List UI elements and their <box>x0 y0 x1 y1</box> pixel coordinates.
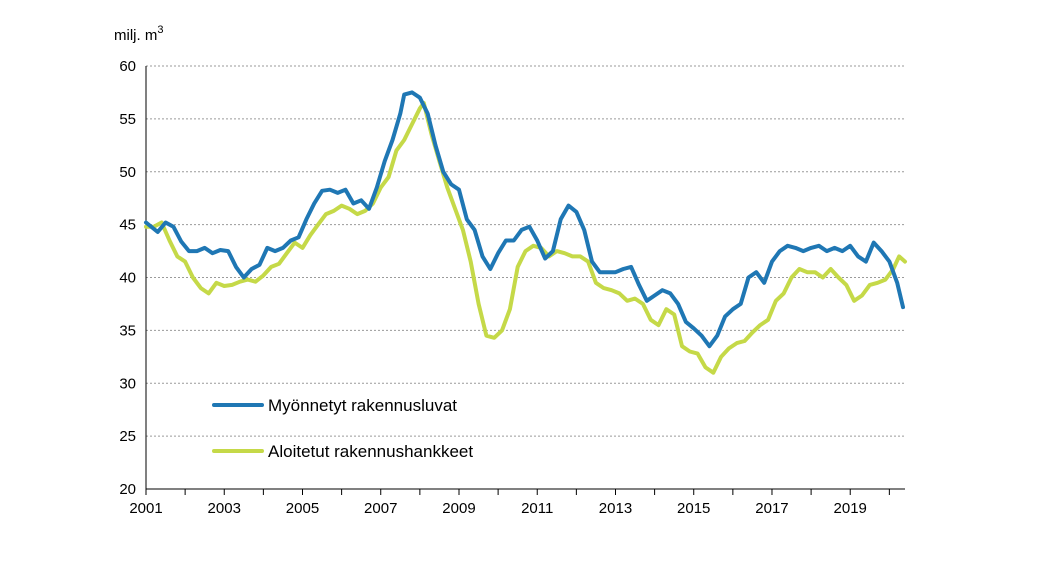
gridlines <box>146 65 905 437</box>
x-tick-label-2019: 2019 <box>834 500 867 517</box>
unit-label-superscript: 3 <box>157 24 163 36</box>
x-tick-label-2007: 2007 <box>364 500 397 517</box>
y-tick-label-25: 25 <box>119 428 136 445</box>
unit-label-main: milj. m <box>114 27 157 44</box>
series-line-myonnetyt-rakennusluvat <box>144 90 905 349</box>
x-tick-label-2017: 2017 <box>755 500 788 517</box>
x-tick-label-2003: 2003 <box>208 500 241 517</box>
x-tick-label-2001: 2001 <box>129 500 162 517</box>
x-tick-label-2009: 2009 <box>442 500 475 517</box>
y-tick-label-60: 60 <box>119 58 136 75</box>
y-tick-label-55: 55 <box>119 111 136 128</box>
series-line-aloitetut-rakennushankkeet <box>144 101 907 375</box>
y-axis-unit-label: milj. m3 <box>114 24 163 44</box>
series-lines <box>144 90 907 375</box>
x-tick-label-2011: 2011 <box>521 500 553 517</box>
y-axis-tick-labels: 20 25 30 35 40 45 50 55 60 <box>119 58 136 498</box>
axes <box>145 66 905 495</box>
y-tick-label-30: 30 <box>119 375 136 392</box>
y-tick-label-20: 20 <box>119 481 136 498</box>
y-tick-label-35: 35 <box>119 322 136 339</box>
legend-label-myonnetyt-rakennusluvat: Myönnetyt rakennusluvat <box>268 396 457 415</box>
y-tick-label-45: 45 <box>119 217 136 234</box>
legend: Myönnetyt rakennusluvat Aloitetut rakennu… <box>212 396 473 461</box>
legend-label-aloitetut-rakennushankkeet: Aloitetut rakennushankkeet <box>268 442 473 461</box>
x-tick-label-2013: 2013 <box>599 500 632 517</box>
x-tick-label-2005: 2005 <box>286 500 319 517</box>
x-axis-tick-labels: 2001 2003 2005 2007 2009 2011 2013 2015 2017 2019 <box>129 500 867 517</box>
y-tick-label-50: 50 <box>119 164 136 181</box>
y-tick-label-40: 40 <box>119 270 136 287</box>
x-tick-label-2015: 2015 <box>677 500 710 517</box>
